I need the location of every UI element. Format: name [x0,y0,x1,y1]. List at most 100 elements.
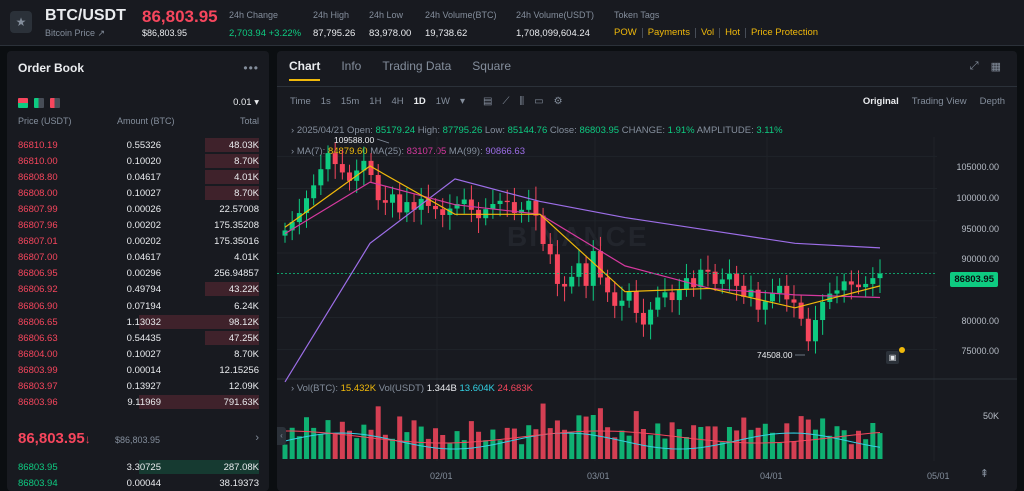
candle-body [655,297,661,310]
interval-1d[interactable]: 1D [413,96,426,107]
favorite-star-icon[interactable]: ★ [10,11,32,33]
calendar-icon[interactable]: ▤ [483,96,493,107]
candle-body [769,292,775,302]
bid-row[interactable]: 86803.94 0.00044 38.19373 [7,475,269,491]
ask-row[interactable]: 86808.00 0.10027 8.70K [7,185,269,201]
tag-pow[interactable]: POW [614,28,643,38]
volume-bar [683,437,689,459]
row-price: 86810.19 [18,140,58,151]
ohlc-collapse-icon[interactable]: › [291,125,295,136]
chart-window-tools: ⤢ ▦ [970,60,1001,73]
grid-layout-icon[interactable]: ▦ [990,61,1001,73]
volume-bar [605,427,611,459]
mid-price-row[interactable]: 86,803.95↓ $86,803.95 › [18,428,259,452]
view-depth[interactable]: Depth [979,96,1005,107]
view-original[interactable]: Original [862,96,899,107]
volume-bar [397,416,403,459]
tag-vol[interactable]: Vol [696,28,721,38]
pair-subtitle[interactable]: Bitcoin Price ↗ [45,28,106,38]
volume-bar [504,427,510,459]
interval-dropdown-icon[interactable]: ▾ [460,96,466,107]
volume-axis-label: 50K [982,411,999,421]
tab-info[interactable]: Info [341,59,362,73]
bid-row[interactable]: 86803.95 3.30725 287.08K [7,459,269,475]
ask-row[interactable]: 86808.80 0.04617 4.01K [7,169,269,185]
volume-bar [554,420,560,459]
interval-4h[interactable]: 4H [391,96,404,107]
more-options-icon[interactable]: ••• [243,61,259,75]
vol-collapse-icon[interactable]: › [291,383,295,394]
settings-gear-icon[interactable]: ⚙ [553,96,563,107]
indicators-icon[interactable]: ⟋ [502,96,510,107]
row-total: 287.08K [223,462,259,473]
y-tick-label: 105000.00 [956,162,999,172]
candle-body [332,153,338,165]
interval-1s[interactable]: 1s [320,96,331,107]
tab-chart[interactable]: Chart [289,59,321,81]
token-tags: Token Tags POW Payments Vol Hot Price Pr… [614,10,823,38]
volume-bar [612,437,618,459]
volume-bar [454,431,460,459]
tag-payments[interactable]: Payments [643,28,696,38]
tab-trading-data[interactable]: Trading Data [382,59,452,73]
candle-body [870,278,876,284]
view-trading-view[interactable]: Trading View [911,96,967,107]
drawing-tools-icon[interactable]: ▭ [534,96,544,107]
candle-body [397,194,403,213]
volume-ma-line [284,430,881,444]
view-asks-icon[interactable] [50,98,60,108]
ask-row[interactable]: 86806.65 1.13032 98.12K [7,314,269,330]
candlestick-chart[interactable] [277,51,1017,491]
row-amount: 9.11969 [127,396,161,408]
chevron-right-icon: › [255,432,259,444]
row-price: 86806.95 [18,268,58,280]
row-total: 8.70K [234,156,259,168]
ask-row[interactable]: 86806.63 0.54435 47.25K [7,330,269,346]
pair-name[interactable]: BTC/USDT [45,7,126,24]
view-bids-icon[interactable] [34,98,44,108]
chart-panel: Chart Info Trading Data Square ⤢ ▦ Time … [277,51,1017,491]
candle-body [719,279,725,284]
ask-row[interactable]: 86807.01 0.00202 175.35016 [7,233,269,249]
ask-row[interactable]: 86807.99 0.00026 22.57008 [7,201,269,217]
ask-row[interactable]: 86806.95 0.00296 256.94857 [7,265,269,281]
view-both-icon[interactable] [18,98,28,108]
ask-row[interactable]: 86806.90 0.07194 6.24K [7,298,269,314]
candle-body [669,292,675,301]
tick-size-select[interactable]: 0.01 ▾ [233,97,259,108]
ask-row[interactable]: 86810.19 0.55326 48.03K [7,137,269,153]
ask-row[interactable]: 86804.00 0.10027 8.70K [7,346,269,362]
volume-bar [332,433,338,459]
tag-hot[interactable]: Hot [720,28,746,38]
candle-body [569,276,575,287]
volume-bar [691,425,697,459]
ma-collapse-icon[interactable]: › [291,146,295,157]
candle-type-icon[interactable]: ⫼ [519,96,525,107]
stat-24h-change: 24h Change 2,703.94 +3.22% [229,10,302,39]
volume-bar [741,417,747,459]
ask-row[interactable]: 86806.92 0.49794 43.22K [7,281,269,297]
mid-price-usd: $86,803.95 [115,435,161,445]
axis-settings-icon[interactable]: ⇞ [979,468,989,480]
volume-bar [318,434,324,459]
ask-row[interactable]: 86803.99 0.00014 12.15256 [7,362,269,378]
pane-resize-handle[interactable]: ‹ [277,427,286,445]
candle-body [562,283,568,287]
interval-1h[interactable]: 1H [369,96,382,107]
tag-price-protection[interactable]: Price Protection [750,27,819,38]
volume-bar [390,438,396,459]
interval-15m[interactable]: 15m [340,96,360,107]
ask-row[interactable]: 86803.96 9.11969 791.63K [7,394,269,410]
ask-row[interactable]: 86807.00 0.04617 4.01K [7,249,269,265]
ask-row[interactable]: 86807.96 0.00202 175.35208 [7,217,269,233]
order-book-panel: Order Book ••• 0.01 ▾ Price (USDT) Amoun… [7,51,269,491]
interval-1w[interactable]: 1W [435,96,451,107]
row-total: 256.94857 [214,268,259,280]
ask-row[interactable]: 86810.00 0.10020 8.70K [7,153,269,169]
interval-time[interactable]: Time [290,96,311,107]
expand-icon[interactable]: ⤢ [969,60,979,72]
tab-square[interactable]: Square [472,59,511,73]
candle-body [827,293,833,302]
event-flag-icon[interactable]: ▣ [886,351,899,364]
ask-row[interactable]: 86803.97 0.13927 12.09K [7,378,269,394]
